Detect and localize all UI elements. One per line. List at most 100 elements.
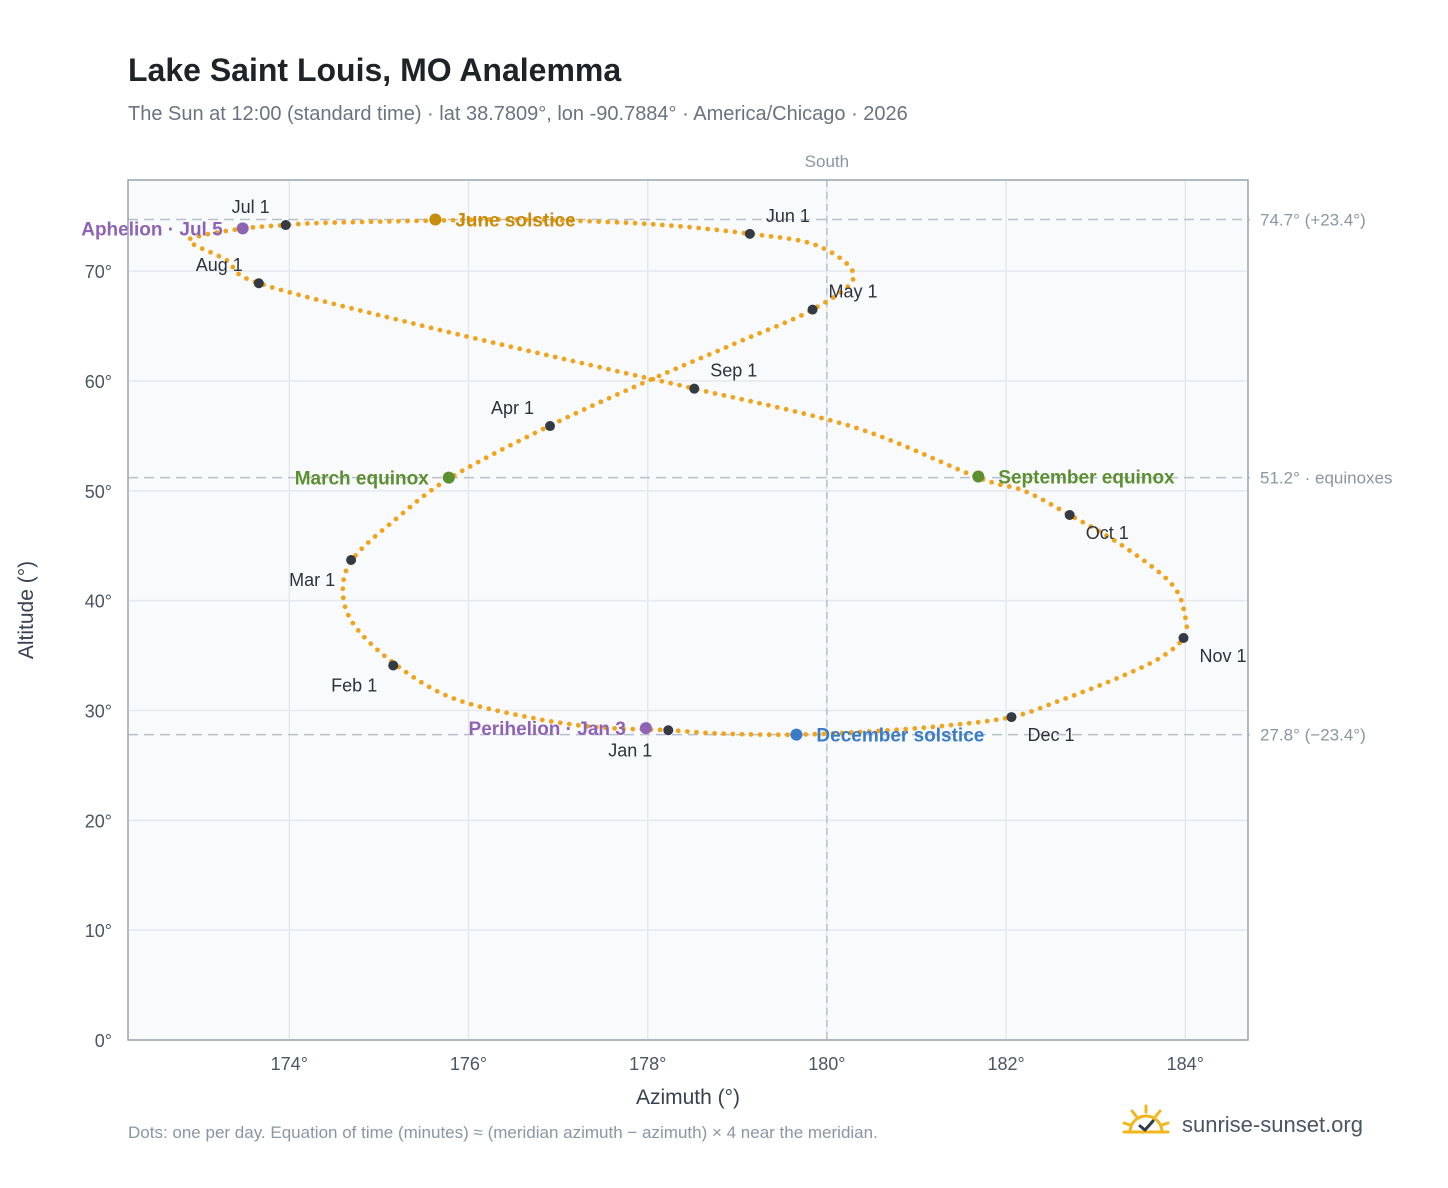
daily-sun-dot bbox=[535, 350, 540, 356]
daily-sun-dot bbox=[606, 395, 612, 401]
reference-line-label: 27.8° (−23.4°) bbox=[1260, 726, 1366, 745]
daily-sun-dot bbox=[377, 219, 383, 224]
daily-sun-dot bbox=[819, 415, 824, 421]
daily-sun-dot bbox=[821, 731, 827, 737]
daily-sun-dot bbox=[830, 295, 836, 300]
daily-sun-dot bbox=[322, 299, 328, 305]
month-label: Aug 1 bbox=[196, 255, 243, 275]
daily-sun-dot bbox=[475, 459, 481, 465]
event-marker bbox=[972, 470, 985, 483]
daily-sun-dot bbox=[955, 466, 961, 472]
daily-sun-dot bbox=[963, 470, 969, 476]
daily-sun-dot bbox=[349, 305, 354, 311]
daily-sun-dot bbox=[774, 323, 779, 329]
daily-sun-dot bbox=[948, 722, 954, 728]
daily-sun-dot bbox=[830, 731, 836, 736]
month-marker bbox=[1178, 633, 1189, 644]
daily-sun-dot bbox=[505, 216, 511, 222]
daily-sun-dot bbox=[570, 358, 576, 364]
daily-sun-dot bbox=[1029, 708, 1035, 714]
daily-sun-dot bbox=[669, 223, 674, 229]
daily-sun-dot bbox=[365, 540, 371, 545]
daily-sun-dot bbox=[375, 647, 380, 653]
month-marker bbox=[545, 421, 556, 432]
daily-sun-dot bbox=[1130, 668, 1136, 674]
brand-logo[interactable]: sunrise-sunset.org bbox=[1120, 1104, 1363, 1146]
daily-sun-dot bbox=[839, 730, 845, 736]
daily-sun-dot bbox=[477, 217, 483, 223]
y-axis-label: Altitude (°) bbox=[15, 561, 38, 659]
daily-sun-dot bbox=[314, 220, 319, 226]
daily-sun-dot bbox=[1134, 553, 1140, 559]
daily-sun-dot bbox=[532, 430, 538, 436]
daily-sun-dot bbox=[304, 221, 310, 226]
daily-sun-dot bbox=[705, 226, 711, 232]
event-markers: June solstice March equinox September equi… bbox=[81, 211, 1175, 747]
daily-sun-dot bbox=[656, 373, 662, 379]
y-tick-label: 0° bbox=[95, 1031, 112, 1051]
event-label: Perihelion · Jan 3 bbox=[469, 719, 626, 740]
daily-sun-dot bbox=[623, 388, 629, 394]
daily-sun-dot bbox=[587, 218, 592, 224]
daily-sun-dot bbox=[340, 595, 346, 601]
daily-sun-dot bbox=[848, 730, 854, 735]
daily-sun-dot bbox=[984, 718, 990, 724]
month-marker bbox=[346, 555, 357, 566]
daily-sun-dot bbox=[621, 726, 627, 732]
daily-sun-dot bbox=[632, 372, 638, 378]
month-marker bbox=[689, 383, 700, 394]
daily-sun-dot bbox=[191, 242, 197, 248]
daily-sun-dot bbox=[1119, 542, 1125, 548]
daily-sun-dot bbox=[765, 402, 771, 408]
daily-sun-dot bbox=[723, 344, 729, 350]
daily-sun-dot bbox=[684, 729, 690, 734]
daily-sun-dot bbox=[912, 726, 918, 731]
daily-sun-dot bbox=[1063, 696, 1069, 701]
daily-sun-dot bbox=[678, 223, 683, 229]
daily-sun-dot bbox=[885, 727, 890, 733]
daily-sun-dot bbox=[913, 448, 919, 454]
daily-sun-dot bbox=[1056, 506, 1062, 512]
daily-sun-dot bbox=[888, 437, 894, 443]
daily-sun-dot bbox=[836, 420, 842, 426]
daily-sun-dot bbox=[989, 479, 995, 485]
x-tick-label: 174° bbox=[271, 1054, 308, 1074]
daily-sun-dot bbox=[759, 232, 765, 238]
daily-sun-dot bbox=[526, 348, 531, 354]
daily-sun-dot bbox=[557, 720, 563, 726]
daily-sun-dot bbox=[1054, 699, 1060, 705]
daily-sun-dot bbox=[437, 327, 443, 333]
month-label: Jul 1 bbox=[232, 197, 270, 217]
daily-sun-dot bbox=[623, 220, 629, 226]
daily-sun-dot bbox=[785, 732, 790, 738]
event-marker bbox=[236, 222, 249, 235]
daily-sun-dot bbox=[199, 246, 205, 252]
daily-sun-dot bbox=[598, 399, 604, 405]
month-marker bbox=[253, 278, 264, 289]
month-label: Apr 1 bbox=[491, 398, 534, 418]
daily-sun-dot bbox=[1139, 665, 1144, 670]
daily-sun-dot bbox=[559, 217, 565, 223]
daily-sun-dot bbox=[384, 314, 390, 320]
sun-check-icon bbox=[1122, 1104, 1170, 1134]
daily-sun-dot bbox=[1097, 683, 1103, 688]
plot-background bbox=[128, 180, 1248, 1040]
daily-sun-dot bbox=[418, 679, 424, 685]
month-label: Dec 1 bbox=[1027, 725, 1074, 745]
daily-sun-dot bbox=[468, 217, 474, 223]
daily-sun-dot bbox=[712, 730, 718, 736]
footnote: Dots: one per day. Equation of time (min… bbox=[128, 1123, 878, 1142]
daily-sun-dot bbox=[459, 468, 465, 474]
x-tick-label: 178° bbox=[629, 1054, 666, 1074]
daily-sun-dot bbox=[523, 217, 529, 222]
daily-sun-dot bbox=[250, 224, 256, 230]
daily-sun-dot bbox=[232, 227, 238, 233]
daily-sun-dot bbox=[230, 264, 236, 270]
daily-sun-dot bbox=[1032, 493, 1038, 499]
axes: 174° 176° 178° 180° 182° 184° 0° 10° 20° 30° 40° 50… bbox=[15, 262, 1204, 1109]
daily-sun-dot bbox=[568, 218, 574, 224]
daily-sun-dot bbox=[341, 577, 346, 583]
daily-sun-dot bbox=[757, 732, 763, 737]
daily-sun-dot bbox=[355, 628, 361, 633]
daily-sun-dot bbox=[573, 410, 579, 416]
